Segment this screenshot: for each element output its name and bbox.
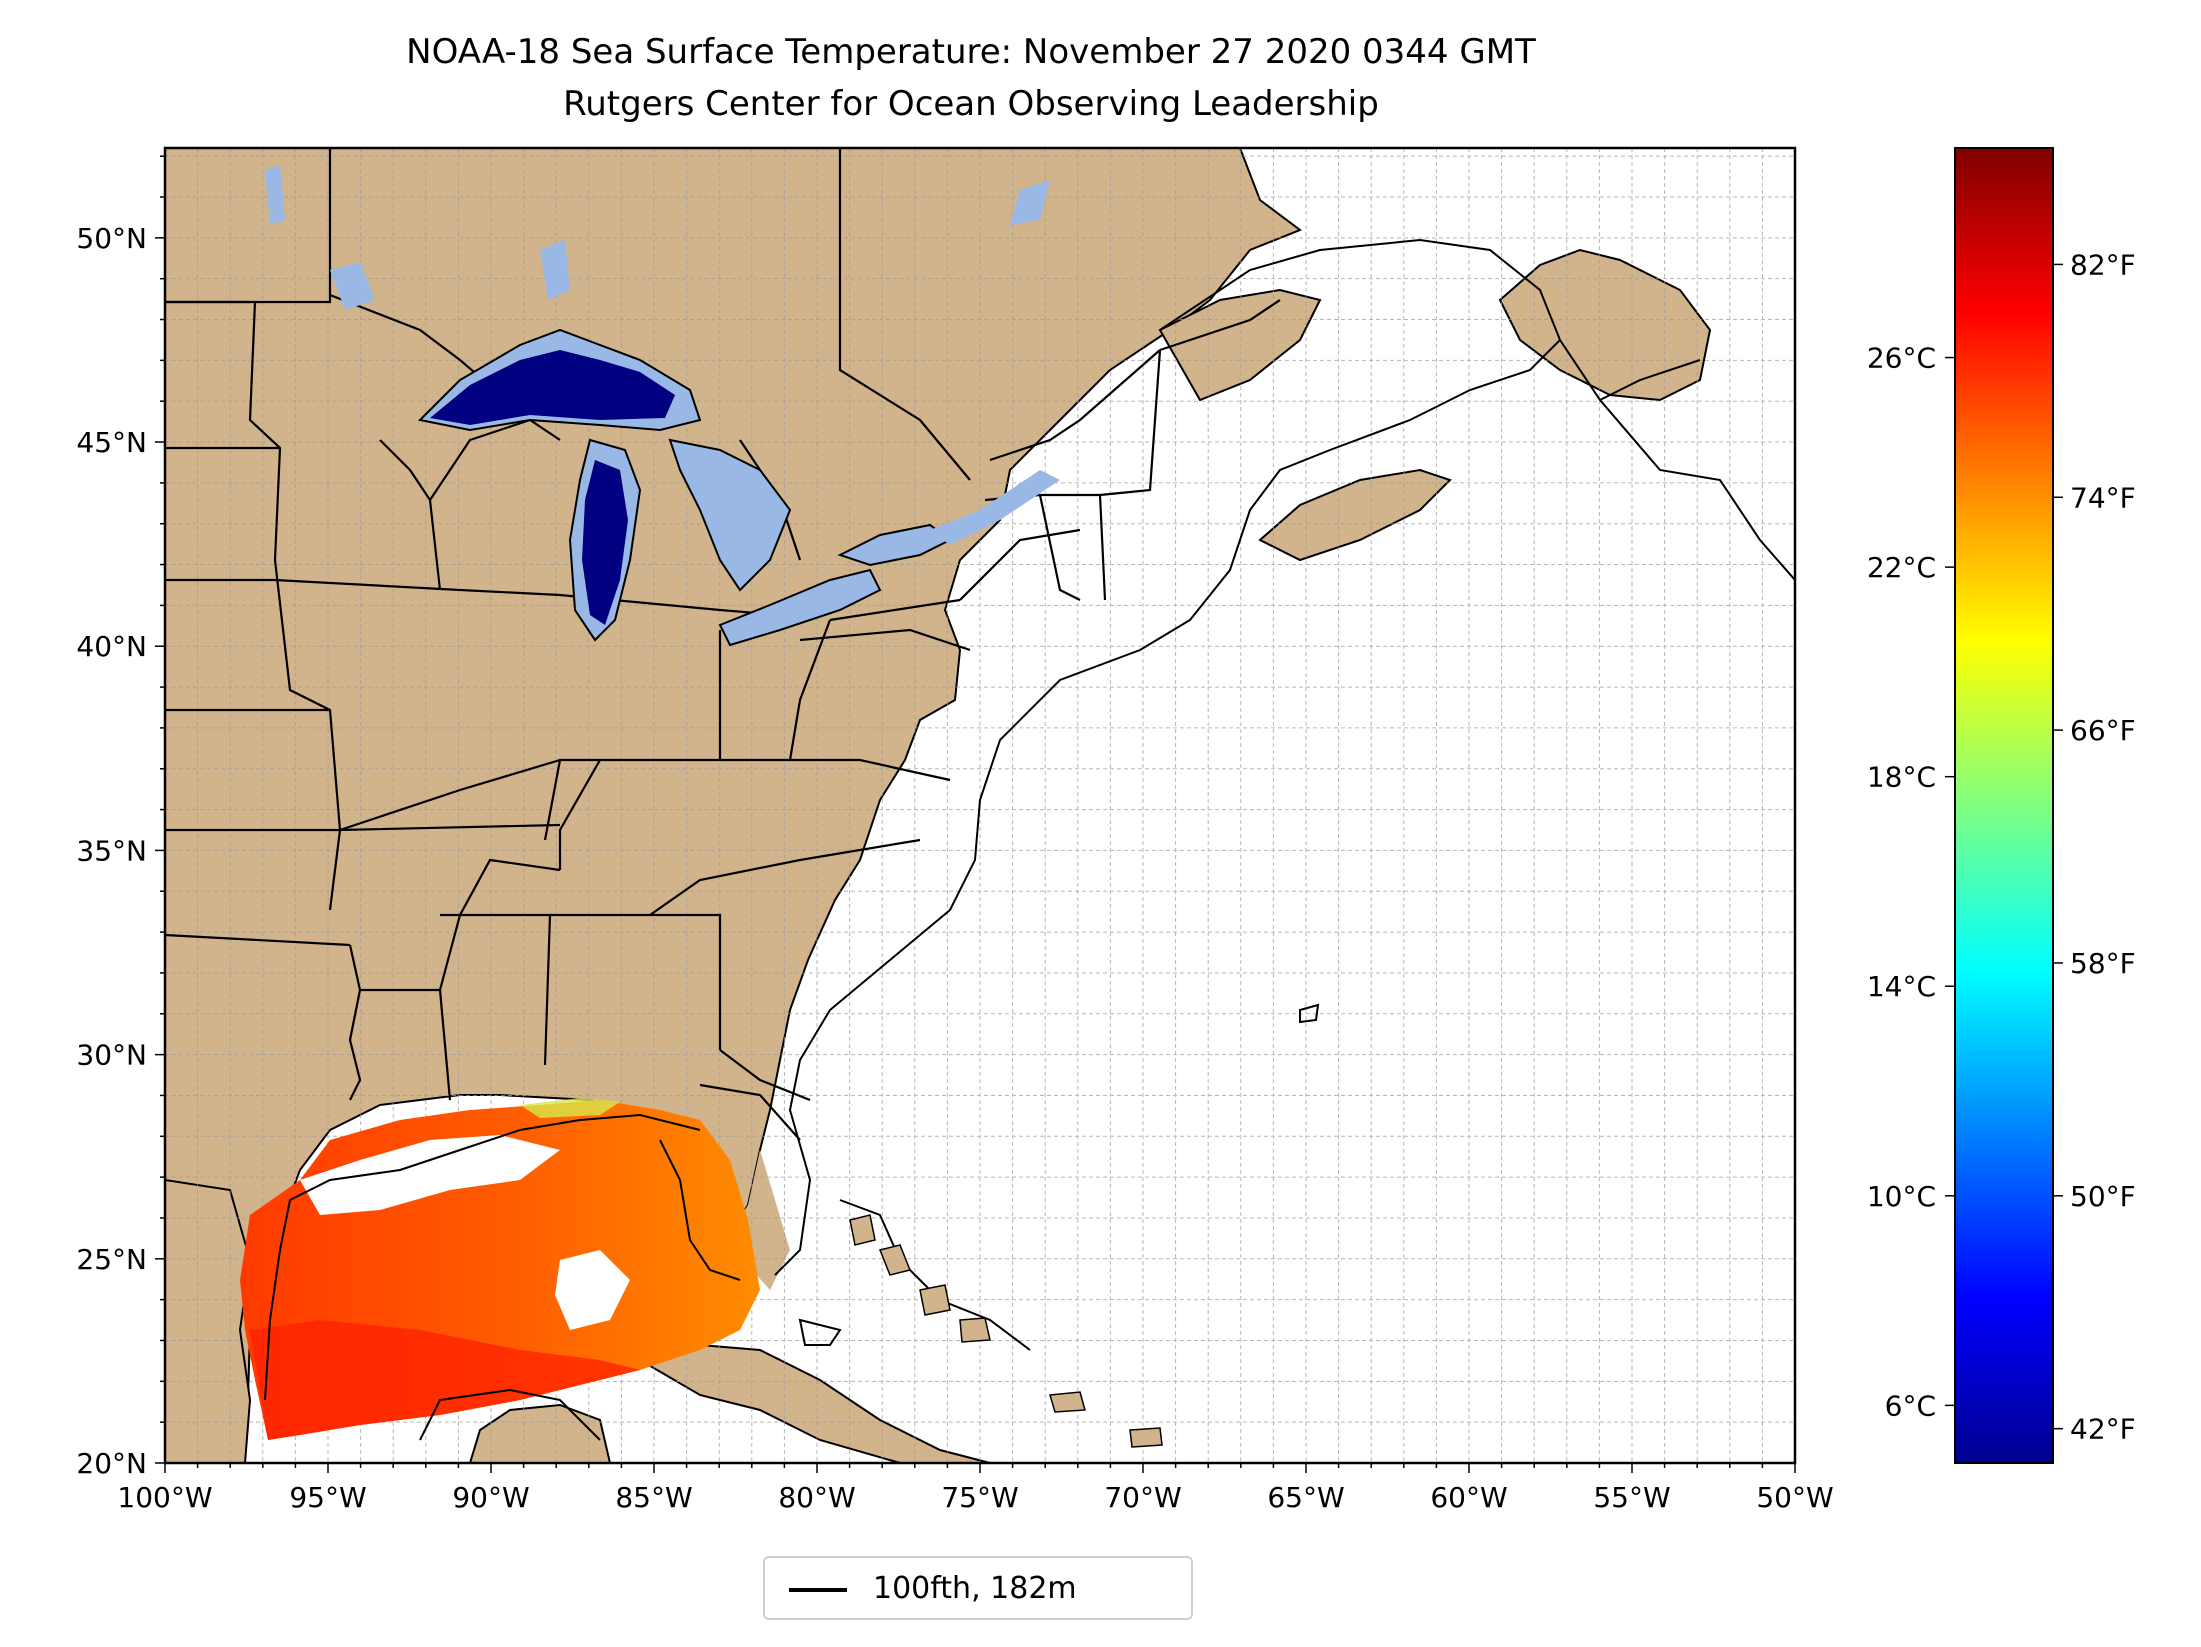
lat-tick-label: 25°N <box>76 1243 147 1276</box>
lat-tick-label: 20°N <box>76 1447 147 1480</box>
north-america-land <box>165 148 1303 1463</box>
lake-superior-sst <box>430 350 675 425</box>
lon-tick-label: 50°W <box>1756 1481 1833 1514</box>
nova-scotia-land <box>1258 468 1452 562</box>
newfoundland-land <box>1498 248 1712 402</box>
fahrenheit-tick-label: 82°F <box>2070 248 2136 281</box>
mexico-land <box>165 1178 252 1463</box>
fahrenheit-tick-label: 58°F <box>2070 947 2136 980</box>
gulf-cloud-gap <box>300 1135 560 1215</box>
celsius-tick-label: 26°C <box>1867 342 1936 375</box>
fahrenheit-axis: 42°F 50°F 58°F 66°F 74°F 82°F <box>2053 248 2136 1446</box>
gulf-sst-hot <box>250 1320 640 1440</box>
inland-lake-3 <box>265 165 285 225</box>
legend-line-swatch <box>789 1588 847 1592</box>
lon-tick-label: 60°W <box>1430 1481 1507 1514</box>
lon-tick-label: 55°W <box>1593 1481 1670 1514</box>
lat-tick-label: 35°N <box>76 834 147 867</box>
lake-michigan-sst <box>582 460 628 625</box>
st-lawrence <box>930 470 1060 545</box>
great-lakes <box>265 165 1060 647</box>
map-area <box>165 148 1795 1463</box>
lon-tick-label: 75°W <box>941 1481 1018 1514</box>
latitude-axis: 20°N 25°N 30°N 35°N 40°N 45°N 50°N <box>76 155 165 1480</box>
isobath-100fth <box>264 238 1795 1441</box>
legend: 100fth, 182m <box>763 1556 1193 1620</box>
celsius-tick-label: 14°C <box>1867 970 1936 1003</box>
lat-tick-label: 40°N <box>76 630 147 663</box>
longitude-axis: 100°W 95°W 90°W 85°W 80°W 75°W 70°W 65°W 60°W 55°… <box>117 1463 1834 1514</box>
yucatan-land <box>468 1403 612 1463</box>
fahrenheit-tick-label: 74°F <box>2070 481 2136 514</box>
fahrenheit-tick-label: 50°F <box>2070 1180 2136 1213</box>
legend-label: 100fth, 182m <box>873 1571 1077 1606</box>
lake-huron <box>668 438 792 592</box>
state-boundaries <box>165 148 1281 1301</box>
gulf-cooler-coast <box>520 1098 620 1118</box>
inland-lake-2 <box>330 262 375 310</box>
celsius-tick-label: 18°C <box>1867 761 1936 794</box>
lat-tick-label: 45°N <box>76 426 147 459</box>
lon-tick-label: 65°W <box>1267 1481 1344 1514</box>
lon-tick-label: 95°W <box>289 1481 366 1514</box>
celsius-tick-label: 6°C <box>1885 1389 1936 1422</box>
lat-tick-label: 30°N <box>76 1039 147 1072</box>
lon-tick-label: 90°W <box>452 1481 529 1514</box>
lat-tick-label: 50°N <box>76 222 147 255</box>
map-title: NOAA-18 Sea Surface Temperature: Novembe… <box>406 32 1536 72</box>
lon-tick-label: 100°W <box>117 1481 212 1514</box>
celsius-axis: 6°C 10°C 14°C 18°C 22°C 26°C <box>1867 342 1955 1422</box>
fahrenheit-tick-label: 66°F <box>2070 714 2136 747</box>
colorbar-gradient <box>1954 147 2054 1464</box>
lake-erie <box>718 568 882 647</box>
inland-lake-1 <box>540 240 570 300</box>
lon-tick-label: 85°W <box>615 1481 692 1514</box>
colorbar: 6°C 10°C 14°C 18°C 22°C 26°C 42°F 50°F 58°F 66°F… <box>1867 147 2136 1464</box>
fahrenheit-tick-label: 42°F <box>2070 1413 2136 1446</box>
bahamas-islands <box>849 1214 1163 1448</box>
inland-lake-4 <box>1010 180 1050 225</box>
celsius-tick-label: 10°C <box>1867 1180 1936 1213</box>
cuba-land <box>637 1343 991 1463</box>
lon-tick-label: 80°W <box>778 1481 855 1514</box>
lon-tick-label: 70°W <box>1104 1481 1181 1514</box>
celsius-tick-label: 22°C <box>1867 551 1936 584</box>
gulf-sst-swath <box>240 1098 760 1440</box>
gulf-cloud-gap-2 <box>555 1250 630 1330</box>
map-subtitle: Rutgers Center for Ocean Observing Leade… <box>563 84 1379 124</box>
